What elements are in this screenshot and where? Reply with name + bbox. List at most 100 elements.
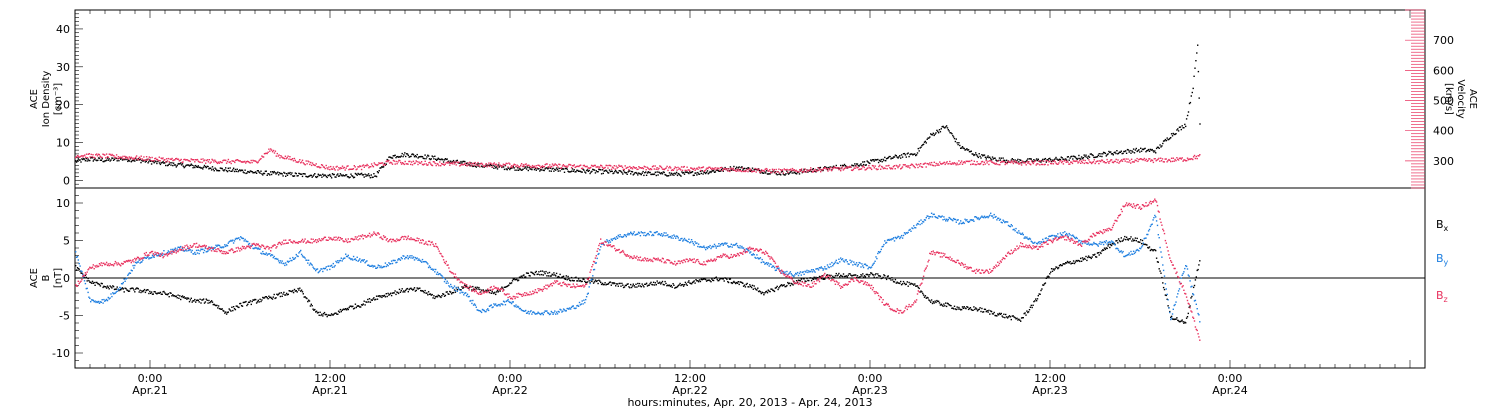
bx-series-point bbox=[427, 291, 430, 293]
bx-series-point bbox=[436, 296, 439, 298]
bx-series-point bbox=[497, 291, 499, 293]
ion-density-series-point bbox=[1159, 144, 1161, 146]
by-series-point bbox=[315, 268, 318, 271]
by-series-point bbox=[813, 270, 815, 272]
by-series-point bbox=[385, 265, 387, 268]
velocity-series-point bbox=[195, 159, 197, 161]
ion-density-series-point bbox=[1070, 155, 1072, 158]
by-series-point bbox=[551, 311, 553, 314]
velocity-series-point bbox=[1081, 161, 1084, 164]
ion-density-series-point bbox=[936, 129, 938, 132]
velocity-series-point bbox=[327, 168, 329, 170]
velocity-series-point bbox=[208, 159, 210, 161]
bx-series-point bbox=[568, 278, 570, 280]
bx-series-point bbox=[843, 275, 846, 278]
bx-series-point bbox=[319, 311, 321, 313]
by-series-point bbox=[311, 264, 313, 266]
velocity-series-point bbox=[751, 171, 754, 173]
velocity-series-point bbox=[350, 168, 352, 170]
by-series-point bbox=[464, 292, 466, 294]
ion-density-series-point bbox=[588, 169, 590, 172]
by-series-point bbox=[152, 256, 154, 258]
bx-series-point bbox=[649, 282, 651, 285]
bx-series-point bbox=[662, 283, 664, 286]
velocity-series-point bbox=[165, 161, 167, 163]
by-series-point bbox=[511, 301, 514, 303]
bx-series-point bbox=[91, 280, 94, 283]
ion-density-series-point bbox=[878, 159, 881, 162]
ion-density-series-point bbox=[255, 172, 258, 174]
velocity-series-point bbox=[310, 164, 313, 167]
velocity-series-point bbox=[1040, 163, 1043, 166]
by-series-point bbox=[163, 250, 165, 252]
by-series-point bbox=[178, 246, 180, 248]
ion-density-series-point bbox=[1046, 159, 1048, 161]
bx-series-point bbox=[459, 289, 461, 291]
by-series-point bbox=[325, 266, 327, 268]
ion-density-series-point bbox=[1143, 148, 1145, 150]
ion-density-series-point bbox=[184, 165, 186, 168]
by-series-point bbox=[488, 305, 491, 307]
bx-series-point bbox=[1078, 260, 1080, 262]
by-series-point bbox=[395, 262, 397, 264]
bx-series-point bbox=[347, 308, 349, 311]
ion-density-series-point bbox=[630, 170, 633, 173]
by-series-point bbox=[747, 249, 749, 251]
by-series-point bbox=[460, 289, 462, 292]
ion-density-series-point bbox=[382, 166, 385, 168]
ion-density-series-point bbox=[494, 165, 496, 167]
by-series-point bbox=[124, 280, 126, 282]
bx-series-point bbox=[891, 277, 893, 279]
ion-density-series-point bbox=[195, 164, 197, 167]
bx-series-point bbox=[173, 295, 176, 297]
velocity-series-point bbox=[447, 162, 449, 164]
velocity-series-point bbox=[754, 167, 756, 170]
by-series-point bbox=[649, 230, 651, 233]
bx-series-point bbox=[1179, 320, 1182, 323]
velocity-series-point bbox=[540, 167, 542, 169]
bx-series-point bbox=[556, 276, 559, 279]
ion-density-series-point bbox=[317, 173, 319, 175]
bx-series-point bbox=[1138, 241, 1140, 243]
bx-series-point bbox=[247, 303, 249, 305]
ion-density-series-point bbox=[990, 158, 992, 160]
bx-series-point bbox=[509, 282, 511, 284]
ion-density-series-point bbox=[1103, 152, 1106, 154]
ion-density-series-point bbox=[643, 174, 645, 177]
ion-density-series-point bbox=[425, 158, 427, 160]
velocity-series-point bbox=[115, 154, 118, 156]
ion-density-series-point bbox=[778, 173, 780, 176]
by-series-point bbox=[421, 258, 424, 261]
velocity-series-point bbox=[432, 161, 435, 163]
bx-series-point bbox=[882, 276, 884, 279]
bx-series-point bbox=[802, 278, 804, 280]
bx-series-point bbox=[790, 282, 792, 285]
velocity-series-point bbox=[884, 167, 886, 170]
ion-density-series-point bbox=[991, 156, 994, 158]
by-series-point bbox=[223, 246, 225, 248]
ion-density-series-point bbox=[83, 158, 86, 160]
ion-density-series-point bbox=[432, 156, 434, 158]
by-series-point bbox=[675, 237, 677, 239]
ion-density-series-point bbox=[816, 169, 818, 171]
velocity-series-point bbox=[670, 167, 672, 169]
bx-series-point bbox=[275, 297, 277, 299]
by-series-point bbox=[766, 263, 769, 266]
velocity-series-point bbox=[628, 168, 630, 171]
velocity-series-point bbox=[557, 166, 559, 168]
bx-series-point bbox=[655, 284, 657, 286]
by-series-point bbox=[788, 272, 791, 274]
by-series-point bbox=[564, 310, 567, 312]
bx-series-point bbox=[405, 288, 408, 290]
bx-series-point bbox=[389, 293, 391, 295]
velocity-series-point bbox=[150, 160, 152, 162]
by-series-point bbox=[93, 301, 95, 303]
velocity-series-point bbox=[1071, 162, 1074, 165]
velocity-series-point bbox=[1015, 160, 1017, 163]
bx-series-point bbox=[292, 289, 294, 292]
by-series-point bbox=[676, 235, 679, 238]
by-series-point bbox=[483, 309, 485, 312]
bx-series-point bbox=[1118, 240, 1121, 242]
bx-series-point bbox=[187, 297, 189, 299]
by-series-point bbox=[451, 287, 454, 289]
